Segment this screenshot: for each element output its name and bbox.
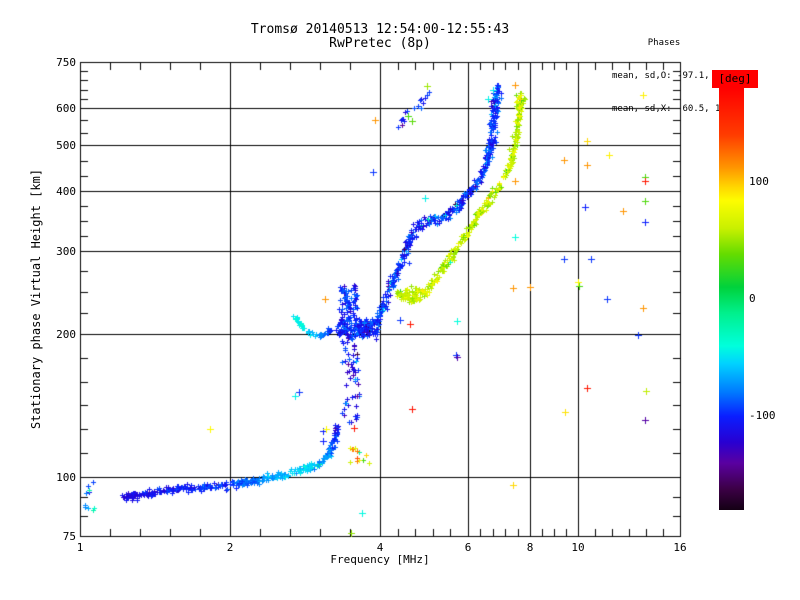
x-tick-label: 6 [464,541,472,554]
x-tick-label: 8 [526,541,534,554]
y-tick-label: 75 [62,530,76,543]
x-tick-label: 1 [76,541,84,554]
y-tick-label: 200 [56,328,76,341]
x-tick-label: 16 [673,541,687,554]
x-axis-title: Frequency [MHz] [330,553,430,566]
colorbar-units-label: [deg] [712,70,758,88]
x-tick-label: 4 [376,541,384,554]
y-tick-label: 600 [56,102,76,115]
colorbar-tick-100: 100 [749,175,769,188]
y-tick-label: 400 [56,185,76,198]
colorbar-tick-neg100: -100 [749,409,776,422]
y-tick-label: 300 [56,245,76,258]
colorbar-gradient [719,88,744,510]
phases-legend-header: Phases [647,38,681,48]
y-tick-label: 100 [56,471,76,484]
plot-subtitle: RwPretec (8p) [329,36,431,51]
colorbar-tick-0: 0 [749,292,756,305]
x-tick-label: 2 [226,541,234,554]
x-tick-label: 10 [571,541,585,554]
y-tick-label: 500 [56,139,76,152]
y-axis-title: Stationary phase Virtual Height [km] [29,168,43,430]
plot-title: Tromsø 20140513 12:54:00-12:55:43 [250,22,510,37]
y-tick-label: 750 [56,56,76,69]
